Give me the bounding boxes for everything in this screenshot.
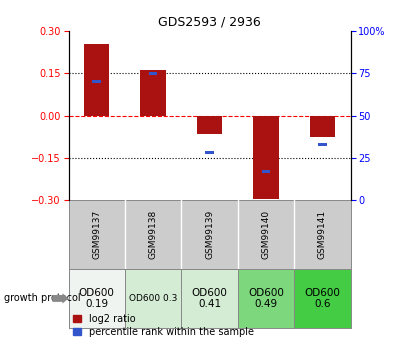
Text: OD600
0.41: OD600 0.41 [191,288,228,309]
Bar [238,269,294,328]
Text: OD600
0.19: OD600 0.19 [79,288,115,309]
Bar [318,142,327,146]
Bar [93,80,101,83]
Text: OD600
0.49: OD600 0.49 [248,288,284,309]
Title: GDS2593 / 2936: GDS2593 / 2936 [158,16,261,29]
Text: GSM99138: GSM99138 [149,210,158,259]
Bar [310,116,335,137]
Bar [125,269,181,328]
Bar [141,70,166,116]
Text: GSM99139: GSM99139 [205,210,214,259]
Bar [84,44,110,116]
Bar [197,116,222,134]
Bar [206,151,214,155]
Bar [69,269,125,328]
Text: GSM99141: GSM99141 [318,210,327,259]
Bar [149,72,158,75]
Bar [181,269,238,328]
Legend: log2 ratio, percentile rank within the sample: log2 ratio, percentile rank within the s… [73,314,254,337]
Text: growth protocol: growth protocol [4,294,81,303]
Text: GSM99137: GSM99137 [92,210,101,259]
Text: OD600
0.6: OD600 0.6 [304,288,341,309]
Bar [253,116,279,199]
Text: GSM99140: GSM99140 [262,210,270,259]
Bar [262,170,270,173]
Text: OD600 0.3: OD600 0.3 [129,294,177,303]
Bar [294,269,351,328]
